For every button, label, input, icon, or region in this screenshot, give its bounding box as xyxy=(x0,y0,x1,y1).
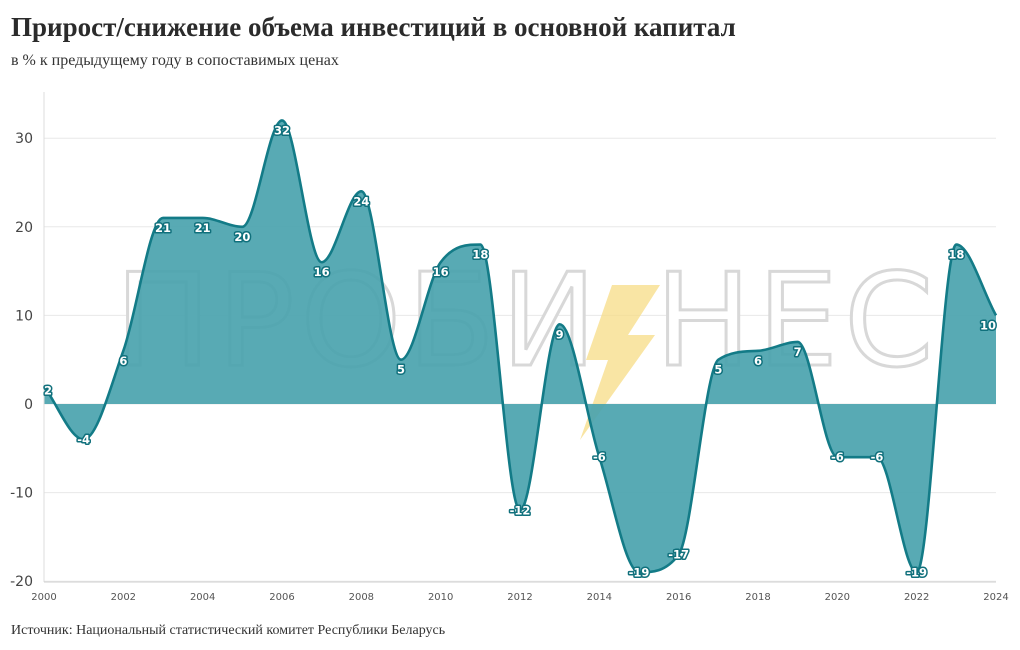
x-tick-label: 2000 xyxy=(31,592,56,603)
data-label: -12 xyxy=(510,503,531,517)
x-tick-label: 2018 xyxy=(745,592,770,603)
y-tick-label: -20 xyxy=(10,574,33,590)
y-tick-label: 0 xyxy=(24,397,33,413)
x-tick-label: 2002 xyxy=(111,592,136,603)
x-tick-label: 2022 xyxy=(904,592,929,603)
data-label: 16 xyxy=(314,265,330,279)
x-tick-label: 2006 xyxy=(269,592,294,603)
x-tick-label: 2004 xyxy=(190,592,215,603)
y-tick-label: -10 xyxy=(10,486,33,502)
y-tick-label: 10 xyxy=(15,308,33,324)
data-label: 16 xyxy=(433,265,449,279)
data-label-layer: 2 -4 6 21 21 20 32 16 24 5 16 18 -12 9 -6 -19 -17 5 6 7 -6 -6… xyxy=(43,122,998,581)
x-tick-label: 2014 xyxy=(587,592,612,603)
source-note: Источник: Национальный статистический ко… xyxy=(11,623,446,638)
data-label: 5 xyxy=(397,363,405,377)
series-line xyxy=(42,119,998,574)
x-tick-label: 2008 xyxy=(349,592,374,603)
data-label: -6 xyxy=(871,450,884,464)
chart-subtitle: в % к предыдущему году в сопоставимых це… xyxy=(11,52,339,69)
data-label: 6 xyxy=(119,354,127,368)
data-label: -19 xyxy=(629,565,650,579)
data-label: -6 xyxy=(593,450,606,464)
data-label: 10 xyxy=(980,318,996,332)
data-label: -4 xyxy=(77,432,90,446)
data-label: 20 xyxy=(234,230,250,244)
data-label: 5 xyxy=(714,363,722,377)
data-label: 21 xyxy=(195,221,211,235)
x-tick-label: 2020 xyxy=(825,592,850,603)
data-label: 18 xyxy=(948,248,964,262)
chart-title: Прирост/снижение объема инвестиций в осн… xyxy=(11,12,736,42)
data-label: 18 xyxy=(472,248,488,262)
data-label: 32 xyxy=(274,123,290,137)
data-label: 21 xyxy=(155,221,171,235)
area-fill xyxy=(44,120,996,573)
data-label: 7 xyxy=(794,345,802,359)
watermark-text-right: НЕС xyxy=(655,247,940,396)
data-label: 9 xyxy=(556,327,564,341)
x-tick-label: 2010 xyxy=(428,592,453,603)
lightning-bolt-icon xyxy=(580,285,660,440)
data-label: 2 xyxy=(44,383,52,397)
x-tick-label: 2012 xyxy=(507,592,532,603)
axis-layer: 2000 2002 2004 2006 2008 2010 2012 2014 2016 2018… xyxy=(31,92,1009,603)
x-tick-label: 2024 xyxy=(983,592,1008,603)
y-tick-label: 20 xyxy=(15,220,33,236)
data-label: -17 xyxy=(668,548,689,562)
x-tick-label: 2016 xyxy=(666,592,691,603)
area-layer xyxy=(42,119,998,574)
data-label: -19 xyxy=(906,565,927,579)
y-tick-label: 30 xyxy=(15,131,33,147)
data-label: 24 xyxy=(353,194,369,208)
data-label: -6 xyxy=(831,450,844,464)
data-label: 6 xyxy=(754,354,762,368)
